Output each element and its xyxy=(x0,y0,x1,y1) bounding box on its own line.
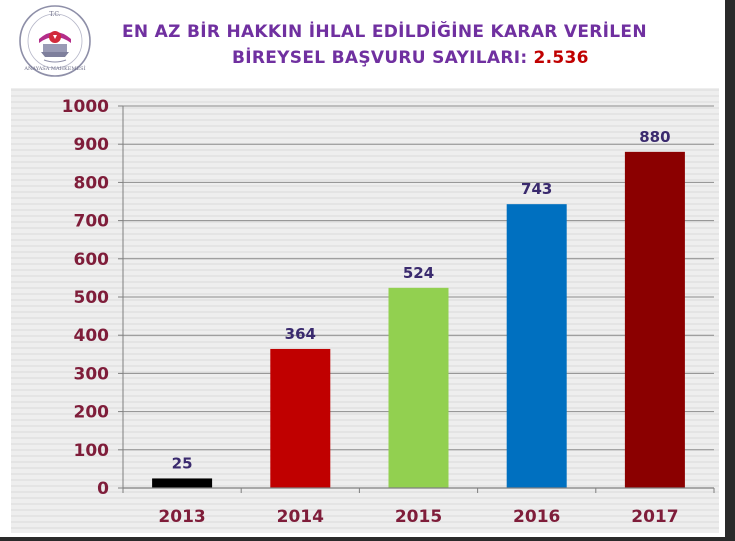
bar-2016 xyxy=(506,204,567,488)
y-tick-label: 900 xyxy=(74,135,110,155)
total-count: 2.536 xyxy=(533,48,589,68)
window-frame-right xyxy=(725,0,735,541)
y-tick-label: 0 xyxy=(97,479,109,499)
data-label-2015: 524 xyxy=(403,264,434,282)
chart-subtitle-text: BİREYSEL BAŞVURU SAYILARI: xyxy=(232,48,528,68)
data-label-2014: 364 xyxy=(285,325,316,343)
logo-text-bottom: ANAYASA MAHKEMESİ xyxy=(23,65,85,72)
y-tick-label: 400 xyxy=(74,326,110,346)
y-tick-label: 100 xyxy=(74,441,110,461)
x-tick-label-2016: 2016 xyxy=(513,507,560,527)
data-label-2013: 25 xyxy=(172,454,193,472)
bar-chart: 0 100 200 300 400 500 600 700 800 900 1000 25 2013 36… xyxy=(11,89,719,529)
logo-text-top: T.C. xyxy=(49,11,60,18)
data-label-2017: 880 xyxy=(639,128,670,146)
y-tick-label: 700 xyxy=(74,212,110,232)
x-tick-label-2015: 2015 xyxy=(395,507,442,527)
x-tick-label-2013: 2013 xyxy=(158,507,205,527)
x-tick-label-2017: 2017 xyxy=(631,507,678,527)
window-frame-bottom xyxy=(0,537,735,541)
background-stripes xyxy=(11,89,719,529)
bar-2017 xyxy=(624,151,685,488)
y-tick-label: 300 xyxy=(74,364,110,384)
y-tick-label: 800 xyxy=(74,173,110,193)
bar-2013 xyxy=(152,478,213,488)
y-tick-label: 500 xyxy=(74,288,110,308)
y-tick-label: 600 xyxy=(74,250,110,270)
y-tick-label: 1000 xyxy=(62,97,109,117)
chart-subtitle: BİREYSEL BAŞVURU SAYILARI: 2.536 xyxy=(232,48,589,68)
bar-2014 xyxy=(270,348,331,488)
constitutional-court-logo: T.C. ANAYASA MAHKEMESİ xyxy=(19,5,91,77)
chart-panel: 0 100 200 300 400 500 600 700 800 900 1000 25 2013 36… xyxy=(11,88,719,533)
data-label-2016: 743 xyxy=(521,180,552,198)
y-tick-label: 200 xyxy=(74,403,110,423)
x-tick-label-2014: 2014 xyxy=(277,507,324,527)
bar-2015 xyxy=(388,287,449,488)
chart-title: EN AZ BİR HAKKIN İHLAL EDİLDİĞİNE KARAR … xyxy=(122,22,647,42)
